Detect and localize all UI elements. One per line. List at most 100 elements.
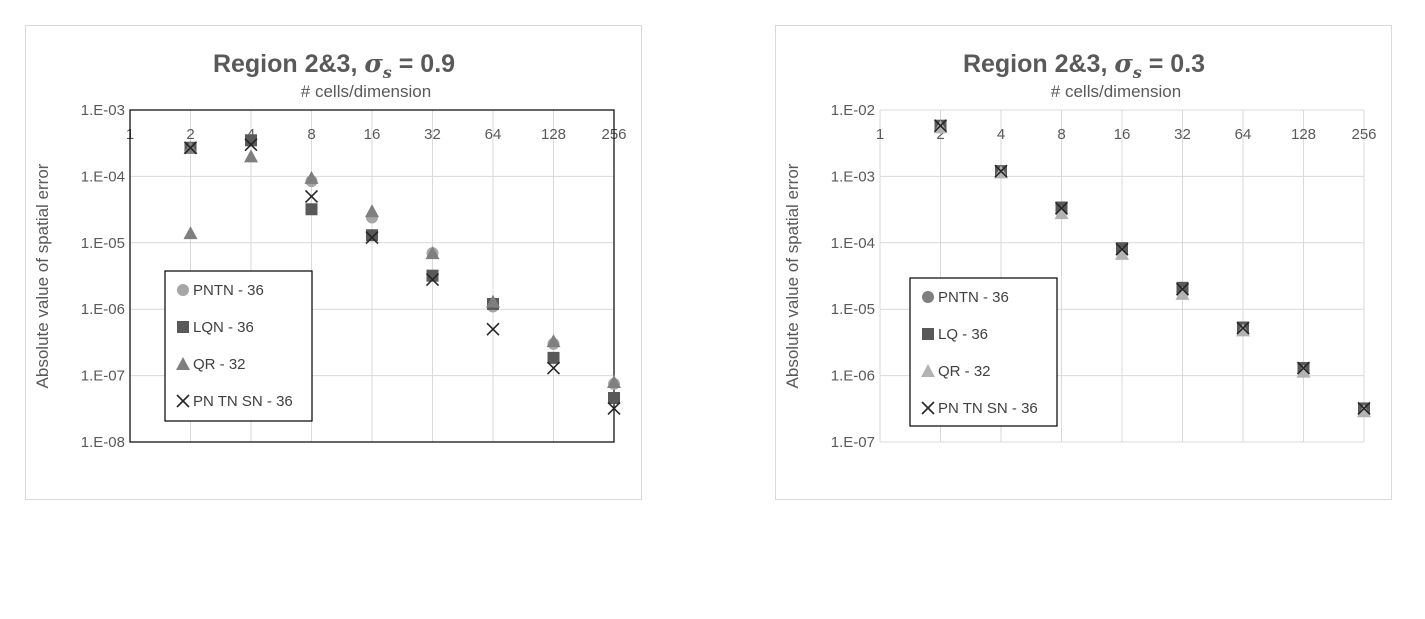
data-point — [933, 119, 948, 133]
legend-marker — [176, 357, 190, 370]
chart-title: Region 2&3, σs = 0.9 — [213, 49, 455, 82]
data-point — [426, 269, 439, 282]
data-point-stroke-b — [1115, 242, 1129, 256]
plot-area-border — [129, 109, 615, 443]
data-point — [183, 141, 198, 155]
legend-marker — [177, 284, 189, 296]
data-point — [486, 294, 500, 308]
x-tick-label: 128 — [1291, 126, 1316, 143]
x-tick-label: 2 — [936, 126, 944, 143]
x-tick-label: 16 — [1114, 126, 1131, 143]
data-point-stroke-b — [994, 164, 1008, 178]
data-point — [425, 246, 440, 260]
chart-sigma-0-3: Region 2&3, σs = 0.3 # cells/dimension Abs… — [775, 25, 1392, 500]
data-point — [1357, 401, 1371, 416]
x-tick-label: 64 — [485, 126, 502, 143]
data-point — [608, 391, 620, 404]
x-tick-label: 64 — [1235, 126, 1252, 143]
x-tick-label: 2 — [186, 126, 194, 143]
legend-label: PN TN SN - 36 — [938, 400, 1038, 417]
series-3 — [183, 138, 621, 416]
legend-marker — [922, 328, 934, 340]
data-point-stroke-b — [1054, 201, 1069, 215]
legend-marker — [921, 364, 935, 377]
x-tick-label: 8 — [1057, 126, 1065, 143]
x-tick-label: 4 — [997, 126, 1005, 143]
chart-title-subscript: s — [382, 63, 392, 82]
legend-marker-stroke-b — [176, 394, 190, 408]
data-point-stroke-b — [933, 119, 948, 133]
data-point-stroke-b — [1175, 282, 1190, 296]
data-point — [1054, 206, 1069, 220]
data-point — [994, 164, 1008, 178]
legend-label: QR - 32 — [938, 363, 991, 380]
data-point — [304, 170, 319, 184]
legend-marker — [177, 321, 189, 333]
y-tick-label: 1.E-02 — [831, 102, 875, 119]
x-tick-label: 1 — [876, 126, 884, 143]
legend-box — [164, 270, 313, 422]
data-point — [244, 149, 258, 163]
data-point — [245, 134, 257, 147]
data-point — [1175, 286, 1190, 300]
y-tick-label: 1.E-06 — [81, 301, 125, 318]
data-point — [1296, 361, 1311, 375]
legend-box — [909, 277, 1058, 427]
data-point — [183, 226, 198, 240]
x-tick-label: 8 — [307, 126, 315, 143]
data-point-stroke-b — [546, 361, 561, 375]
data-point — [1115, 246, 1129, 260]
chart-title-symbol: σ — [364, 49, 383, 78]
y-tick-label: 1.E-08 — [81, 434, 125, 451]
y-tick-label: 1.E-04 — [81, 168, 125, 185]
data-point-stroke-b — [365, 230, 379, 245]
chart-title-prefix: Region 2&3, — [963, 50, 1114, 78]
legend-marker-stroke-b — [921, 401, 935, 415]
legend: PNTN - 36 LQN - 36 QR - 32 PN TN SN - 36 — [164, 270, 313, 422]
chart-svg: Region 2&3, σs = 0.3# cells/dimensionAbs… — [783, 49, 1377, 451]
y-tick-label: 1.E-03 — [831, 168, 875, 185]
data-point-stroke-b — [1357, 401, 1371, 416]
data-point — [366, 229, 378, 242]
data-point-stroke-b — [183, 141, 198, 155]
x-tick-label: 256 — [1351, 126, 1376, 143]
legend-label: LQN - 36 — [193, 319, 254, 336]
data-point — [1296, 364, 1311, 378]
data-point — [365, 230, 379, 245]
data-point — [607, 375, 621, 389]
data-point-stroke-b — [607, 401, 621, 416]
data-point-stroke-b — [425, 272, 440, 287]
legend-label: PNTN - 36 — [938, 289, 1009, 306]
data-point-stroke-b — [1236, 321, 1250, 335]
legend-label: PNTN - 36 — [193, 282, 264, 299]
data-point-stroke-b — [486, 322, 500, 336]
legend-marker — [922, 291, 934, 303]
data-point — [546, 334, 561, 348]
x-axis-label: # cells/dimension — [301, 82, 431, 101]
x-tick-label: 128 — [541, 126, 566, 143]
data-point-stroke-b — [1296, 361, 1311, 375]
legend: PNTN - 36 LQ - 36 QR - 32 PN TN SN - 36 — [909, 277, 1058, 427]
y-tick-label: 1.E-07 — [81, 368, 125, 385]
legend-label: QR - 32 — [193, 356, 246, 373]
data-point — [607, 401, 621, 416]
y-tick-label: 1.E-04 — [831, 235, 875, 252]
x-axis-label: # cells/dimension — [1051, 82, 1181, 101]
chart-title: Region 2&3, σs = 0.3 — [963, 49, 1205, 82]
data-point — [1236, 323, 1250, 337]
data-point — [1357, 404, 1371, 418]
x-tick-label: 32 — [424, 126, 441, 143]
x-tick-label: 16 — [364, 126, 381, 143]
legend-label: PN TN SN - 36 — [193, 393, 293, 410]
data-point — [1054, 201, 1069, 215]
chart-title-suffix: = 0.9 — [392, 50, 455, 78]
data-point — [365, 204, 379, 218]
data-point — [546, 361, 561, 375]
chart-title-suffix: = 0.3 — [1142, 50, 1205, 78]
chart-title-subscript: s — [1132, 63, 1142, 82]
y-tick-label: 1.E-07 — [831, 434, 875, 451]
data-point — [486, 322, 500, 336]
series-3 — [933, 119, 1371, 416]
chart-title-symbol: σ — [1114, 49, 1133, 78]
data-point — [244, 138, 258, 152]
